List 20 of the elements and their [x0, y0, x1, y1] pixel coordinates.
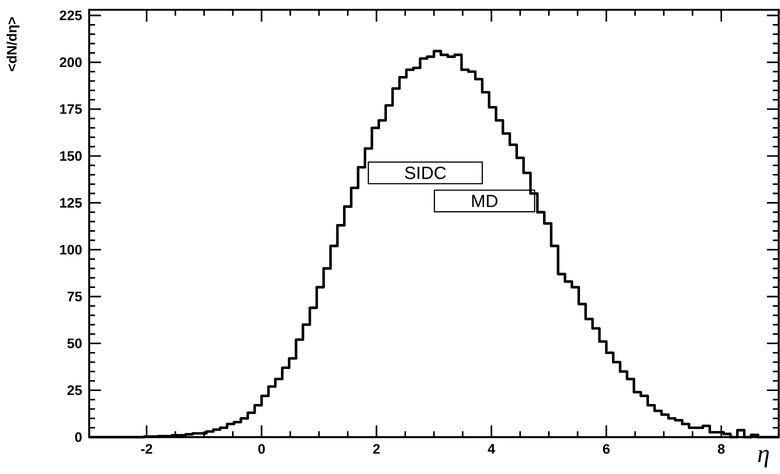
- y-tick-label: 150: [60, 151, 82, 161]
- y-tick-label: 75: [68, 292, 82, 302]
- x-tick-label: 4: [488, 444, 496, 454]
- y-tick-label: 175: [60, 104, 82, 114]
- y-tick-label: 25: [67, 385, 82, 396]
- y-tick-label: 125: [60, 198, 82, 208]
- annotation: SIDC: [405, 166, 446, 180]
- y-tick-label: 225: [60, 10, 82, 20]
- y-tick-label: 200: [60, 57, 82, 68]
- x-tick-label: 6: [603, 444, 610, 454]
- x-tick-label: -2: [141, 444, 152, 454]
- y-tick-label: 50: [67, 338, 82, 348]
- annotation: MD: [472, 194, 498, 208]
- x-tick-label: 8: [718, 444, 725, 454]
- x-tick-label: 2: [373, 444, 380, 454]
- y-axis-title: <dN/dη>: [6, 17, 20, 72]
- y-tick-label: 0: [75, 432, 82, 442]
- x-axis-title: η: [758, 450, 769, 468]
- x-tick-label: 0: [258, 444, 265, 454]
- y-tick-label: 100: [60, 244, 82, 255]
